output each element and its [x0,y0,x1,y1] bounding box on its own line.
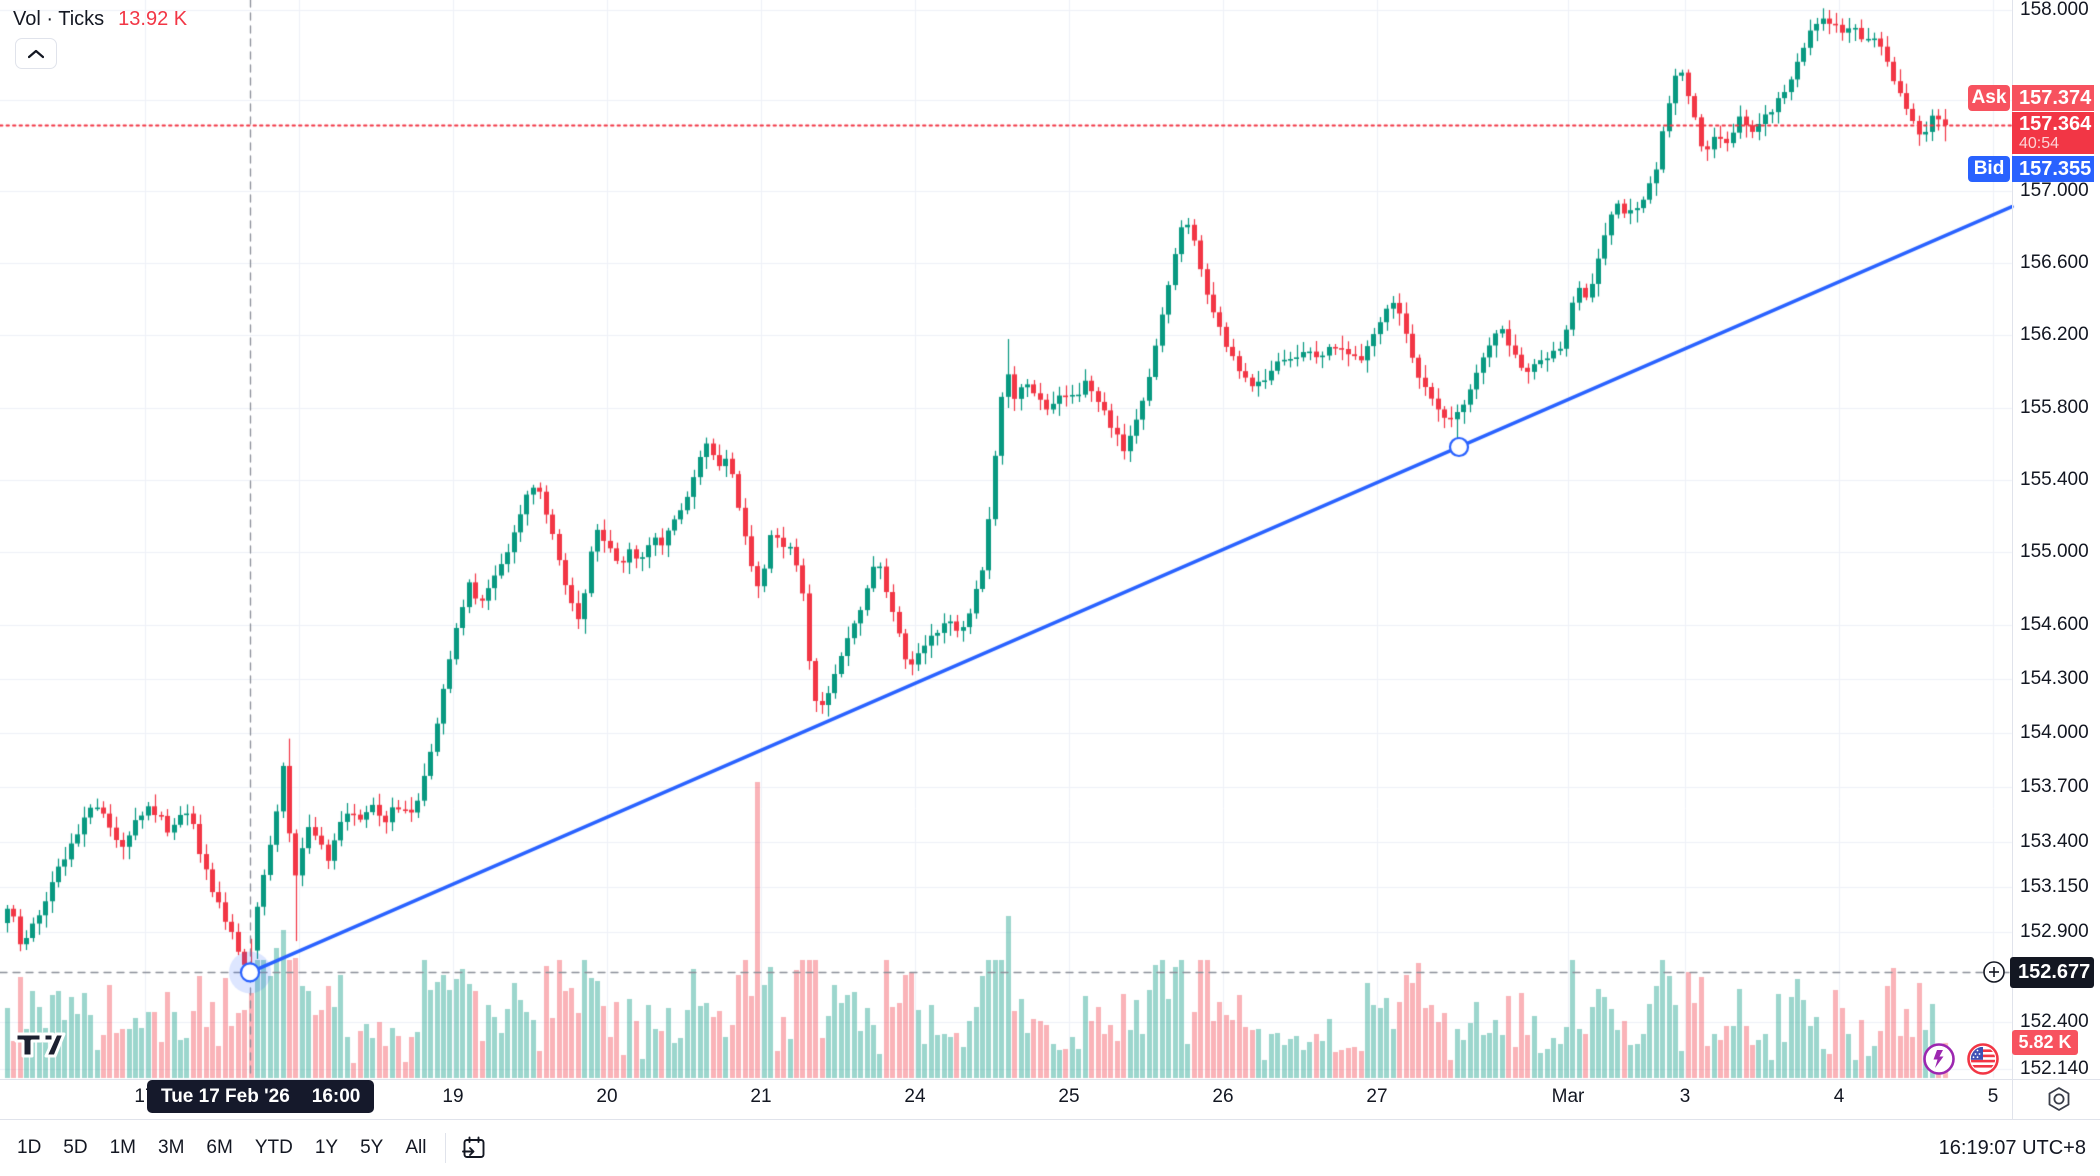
indicator-title: Vol · Ticks [13,8,105,30]
go-to-date-button[interactable] [454,1130,494,1166]
time-axis-label: 27 [1366,1086,1388,1107]
axis-settings-gear-icon[interactable] [2044,1084,2074,1119]
crosshair-date-tooltip: Tue 17 Feb '26 16:00 [147,1080,375,1113]
price-axis-border [2012,0,2013,1119]
indicator-value: 13.92 K [118,8,188,30]
ask-price-label: 157.374 [2012,85,2094,111]
time-axis-label: 20 [596,1086,618,1107]
bottom-toolbar: 1D 5D 1M 3M 6M YTD 1Y 5Y All 16:19:07 UTC+8 [6,1120,2100,1176]
price-axis-label: 155.000 [2020,541,2089,563]
flash-boost-icon[interactable] [1922,1042,1956,1076]
price-axis-label: 152.140 [2020,1058,2089,1080]
range-button-ytd[interactable]: YTD [254,1137,293,1158]
tooltip-time: 16:00 [311,1085,361,1107]
time-axis-label: 25 [1058,1086,1080,1107]
crosshair-price-label: 152.677 [2010,957,2094,988]
range-button-all[interactable]: All [405,1137,427,1158]
tradingview-logo[interactable] [14,1028,66,1065]
tooltip-date: Tue 17 Feb '26 [161,1085,290,1107]
range-button-1m[interactable]: 1M [109,1137,136,1158]
price-axis-label: 157.000 [2020,179,2089,201]
price-axis-label: 153.400 [2020,830,2089,852]
price-axis-label: 154.000 [2020,722,2089,744]
price-axis-label: 155.800 [2020,396,2089,418]
chevron-up-icon [28,49,44,58]
bid-tag: Bid [1968,156,2010,182]
ask-tag: Ask [1968,85,2010,111]
indicator-legend: Vol · Ticks 13.92 K [13,8,187,31]
volume-axis-label: 5.82 K [2012,1030,2078,1055]
collapse-pane-button[interactable] [15,38,57,69]
range-button-1d[interactable]: 1D [17,1137,42,1158]
price-axis-label: 152.900 [2020,921,2089,943]
range-button-3m[interactable]: 3M [158,1137,185,1158]
time-axis-label: 21 [750,1086,772,1107]
bar-countdown: 40:54 [2019,135,2060,152]
range-buttons: 1D 5D 1M 3M 6M YTD 1Y 5Y All [6,1132,437,1164]
price-axis-label: 154.300 [2020,667,2089,689]
price-axis-label: 156.200 [2020,324,2089,346]
toolbar-divider [445,1133,447,1163]
time-axis-border [0,1079,2100,1080]
range-button-5d[interactable]: 5D [63,1137,88,1158]
last-price-label: 157.364 40:54 [2012,112,2094,154]
time-axis-label: Mar [1551,1086,1585,1107]
toolbar-border [0,1119,2100,1120]
price-axis-label: 158.000 [2020,0,2089,20]
session-clock[interactable]: 16:19:07 UTC+8 [1938,1136,2086,1159]
price-axis-label: 156.600 [2020,252,2089,274]
range-button-1y[interactable]: 1Y [314,1137,339,1158]
price-axis-label: 152.400 [2020,1011,2089,1033]
chart-badges [1922,1042,2000,1076]
time-axis-label: 24 [904,1086,926,1107]
time-axis-label: 3 [1679,1086,1691,1107]
price-axis-label: 153.700 [2020,776,2089,798]
time-axis-label: 19 [442,1086,464,1107]
time-axis-label: 4 [1833,1086,1845,1107]
price-axis-label: 154.600 [2020,613,2089,635]
us-flag-icon[interactable] [1966,1042,2000,1076]
last-price-value: 157.364 [2019,113,2092,135]
price-axis-label: 155.400 [2020,469,2089,491]
bid-price-label: 157.355 [2012,156,2094,182]
add-order-plus-icon[interactable] [1982,960,2006,989]
calendar-icon [462,1136,485,1158]
range-button-6m[interactable]: 6M [206,1137,233,1158]
price-axis-label: 153.150 [2020,875,2089,897]
time-axis-label: 26 [1212,1086,1234,1107]
range-button-5y[interactable]: 5Y [360,1137,384,1158]
time-axis-label: 5 [1987,1086,1999,1107]
